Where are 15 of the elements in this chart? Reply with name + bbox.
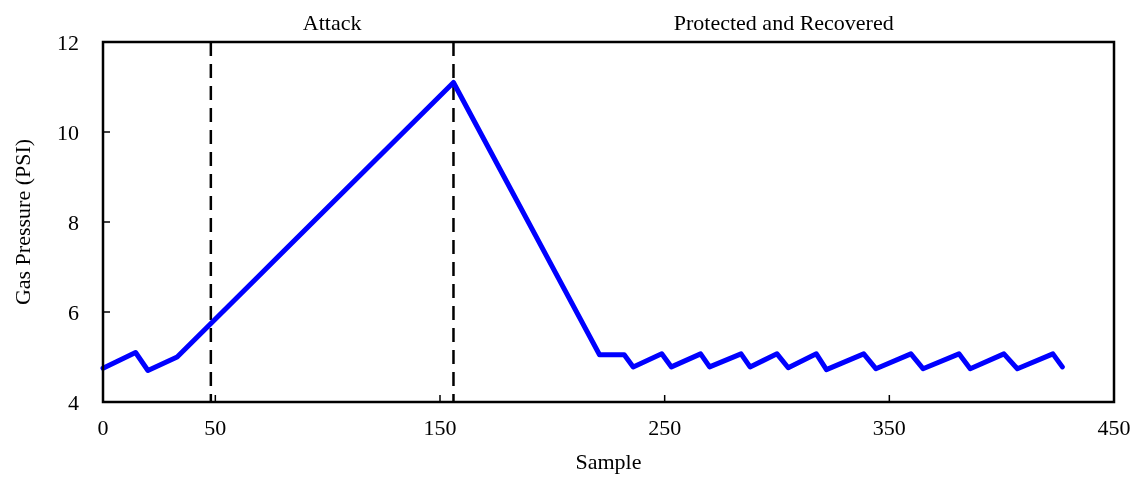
y-tick-label: 8 — [68, 210, 79, 235]
text: Protected and Recovered — [673, 10, 894, 35]
x-tick-label: 0 — [97, 415, 109, 440]
y-tick-label: 4 — [68, 390, 79, 415]
x-tick-label: 450 — [1097, 415, 1131, 440]
x-axis-title: Sample — [575, 449, 642, 474]
x-tick-label: 150 — [423, 415, 457, 440]
text: Attack — [302, 10, 362, 35]
x-tick-label: 350 — [872, 415, 906, 440]
y-tick-label: 10 — [57, 120, 79, 145]
y-tick-label: 12 — [57, 30, 79, 55]
y-axis-title: Gas Pressure (PSI) — [10, 138, 35, 306]
x-tick-label: 250 — [648, 415, 682, 440]
x-tick-label: 50 — [204, 415, 227, 440]
y-tick-label: 6 — [68, 300, 79, 325]
